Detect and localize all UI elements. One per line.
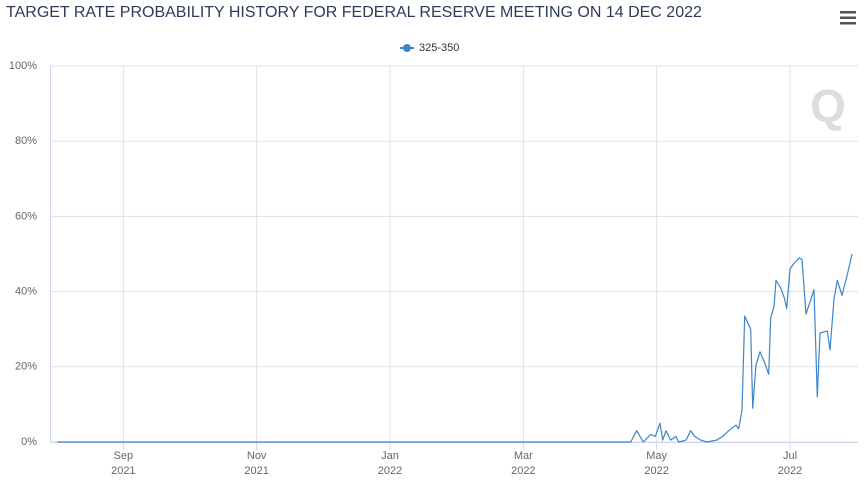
watermark-letter: Q [810, 80, 846, 132]
menu-bar [840, 22, 856, 25]
legend-label: 325-350 [419, 42, 459, 54]
y-tick-label: 0% [21, 436, 37, 448]
x-tick-label: Nov 2021 [244, 450, 268, 477]
menu-bar [840, 16, 856, 19]
y-tick-label: 80% [15, 135, 37, 147]
y-tick-label: 60% [15, 210, 37, 222]
y-tick-label: 40% [15, 286, 37, 298]
series-line [57, 253, 853, 443]
watermark: Q [810, 80, 846, 132]
x-tick-label: Jan 2022 [378, 450, 402, 477]
chart-title: TARGET RATE PROBABILITY HISTORY FOR FEDE… [6, 4, 702, 21]
x-tick-label: Sep 2021 [111, 450, 135, 477]
menu-bar [840, 11, 856, 14]
x-tick-label: May 2022 [644, 450, 668, 477]
legend-item[interactable]: 325-350 [400, 42, 459, 54]
x-tick-label: Jul 2022 [778, 450, 802, 477]
y-tick-label: 20% [15, 361, 37, 373]
x-tick-label: Mar 2022 [511, 450, 535, 477]
legend-marker [403, 44, 411, 52]
menu-button[interactable] [840, 11, 856, 25]
y-tick-label: 100% [9, 60, 37, 72]
